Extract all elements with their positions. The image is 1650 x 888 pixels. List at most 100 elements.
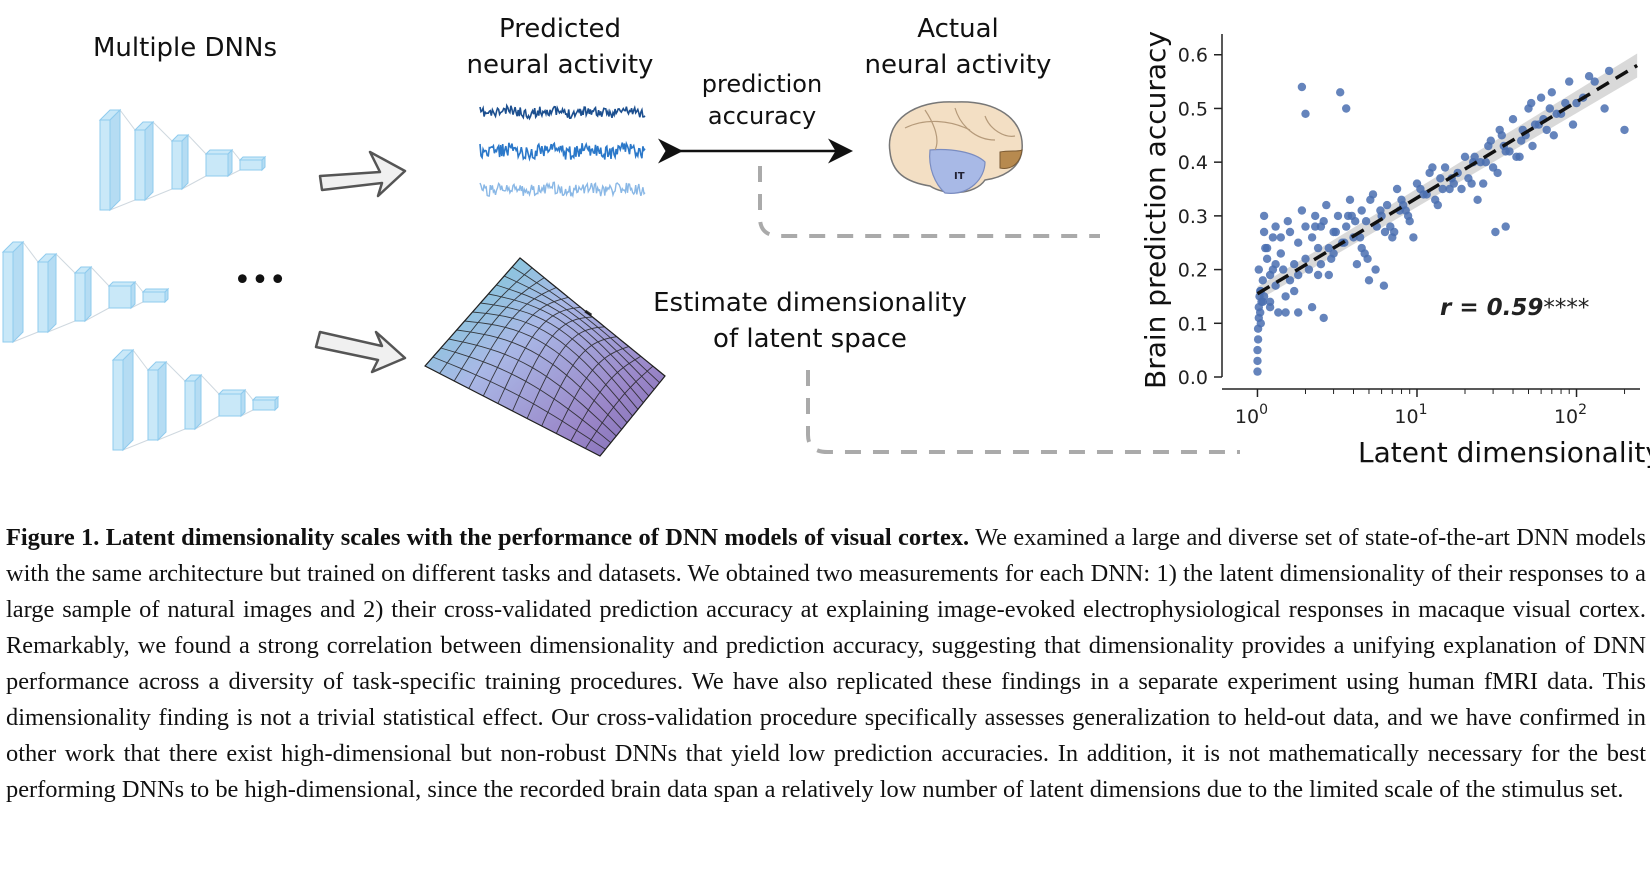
scatter-point [1498,131,1506,139]
scatter-point [1260,212,1268,220]
scatter-point [1317,260,1325,268]
scatter-point [1479,179,1487,187]
fit-confidence-band [1257,53,1637,300]
y-axis-label: Brain prediction accuracy [1139,31,1172,389]
accuracy-label-line1: prediction [702,70,822,98]
scatter-point [1434,201,1442,209]
scatter-point [1253,357,1261,365]
scatter-point [1471,153,1479,161]
scatter-point [1461,153,1469,161]
scatter-point [1591,77,1599,85]
scatter-point [1344,212,1352,220]
caption-body: We examined a large and diverse set of s… [6,524,1646,803]
significance-stars: **** [1543,295,1589,321]
scatter-point [1256,308,1264,316]
scatter-point [1314,271,1322,279]
scatter-point [1301,110,1309,118]
correlation-annotation: r = 0.59**** [1440,295,1589,321]
actual-label-line1: Actual [917,14,998,44]
scatter-point [1346,196,1354,204]
x-tick-label: 102 [1554,402,1587,428]
scatter-point [1308,233,1316,241]
scatter-point [1286,228,1294,236]
scatter-point [1428,163,1436,171]
scatter-point [1277,249,1285,257]
scatter-point [1281,292,1289,300]
scatter-point [1294,271,1302,279]
brain-region-label: IT [954,171,965,182]
scatter-point [1509,115,1517,123]
scatter-point [1366,196,1374,204]
scatter-point [1441,163,1449,171]
scatter-point [1336,88,1344,96]
ellipsis: ••• [233,263,286,298]
scatter-point [1327,255,1335,263]
scatter-point [1279,265,1287,273]
scatter-point [1317,222,1325,230]
scatter-point [1290,287,1298,295]
scatter-point [1358,206,1366,214]
scatter-point [1322,201,1330,209]
scatter-point [1620,126,1628,134]
scatter-point [1537,94,1545,102]
scatter-point [1325,271,1333,279]
scatter-point [1277,233,1285,241]
y-tick-label: 0.1 [1178,313,1208,335]
scatter-point [1491,228,1499,236]
scatter-point [1436,174,1444,182]
dnn-network-icon [3,242,168,342]
scatter-point [1409,233,1417,241]
block-arrow-icon [316,332,405,372]
scatter-point [1320,314,1328,322]
scatter-point [1254,335,1262,343]
scatter-point [1257,319,1265,327]
y-tick-label: 0.5 [1178,98,1208,120]
scatter-point [1253,367,1261,375]
scatter-point [1353,260,1361,268]
caption-title: Figure 1. Latent dimensionality scales w… [6,524,969,551]
dashed-connector [808,370,1240,452]
scatter-point [1528,142,1536,150]
scatter-point [1365,276,1373,284]
y-tick-label: 0.3 [1178,206,1208,228]
scatter-point [1362,217,1370,225]
latent-surface-icon [425,258,665,456]
scatter-point [1515,153,1523,161]
scatter-point [1274,308,1282,316]
predicted-label-line1: Predicted [499,14,621,44]
scatter-point [1311,212,1319,220]
scatter-point [1543,126,1551,134]
scatter-point [1342,222,1350,230]
scatter-point [1255,265,1263,273]
x-tick-label: 100 [1235,402,1268,428]
scatter-chart: 0.0 0.1 0.2 0.3 0.4 0.5 0.6 100 101 102 Latent di… [1139,31,1650,469]
scatter-point [1298,206,1306,214]
scatter-point [1294,239,1302,247]
y-tick-label: 0.6 [1178,45,1208,67]
dnn-network-icon [100,110,265,210]
dnn-network-icon [113,350,278,450]
accuracy-label-line2: accuracy [708,102,816,130]
scatter-point [1464,174,1472,182]
scatter-point [1281,308,1289,316]
scatter-point [1600,104,1608,112]
figure-1-panel: Multiple DNNs ••• Predicted neural activ… [0,0,1650,500]
figure-caption: Figure 1. Latent dimensionality scales w… [6,520,1646,808]
r-value: r = 0.59 [1440,295,1543,321]
y-tick-label: 0.2 [1178,260,1208,282]
scatter-point [1502,222,1510,230]
scatter-point [1342,104,1350,112]
scatter-point [1457,185,1465,193]
scatter-point [1473,196,1481,204]
scatter-point [1376,206,1384,214]
scatter-point [1482,158,1490,166]
x-axis-label: Latent dimensionality [1358,436,1650,469]
scatter-point [1301,222,1309,230]
scatter-point [1569,120,1577,128]
scatter-point [1301,255,1309,263]
scatter-point [1332,228,1340,236]
scatter-point [1260,228,1268,236]
scatter-point [1393,185,1401,193]
scatter-point [1493,169,1501,177]
scatter-point [1263,244,1271,252]
